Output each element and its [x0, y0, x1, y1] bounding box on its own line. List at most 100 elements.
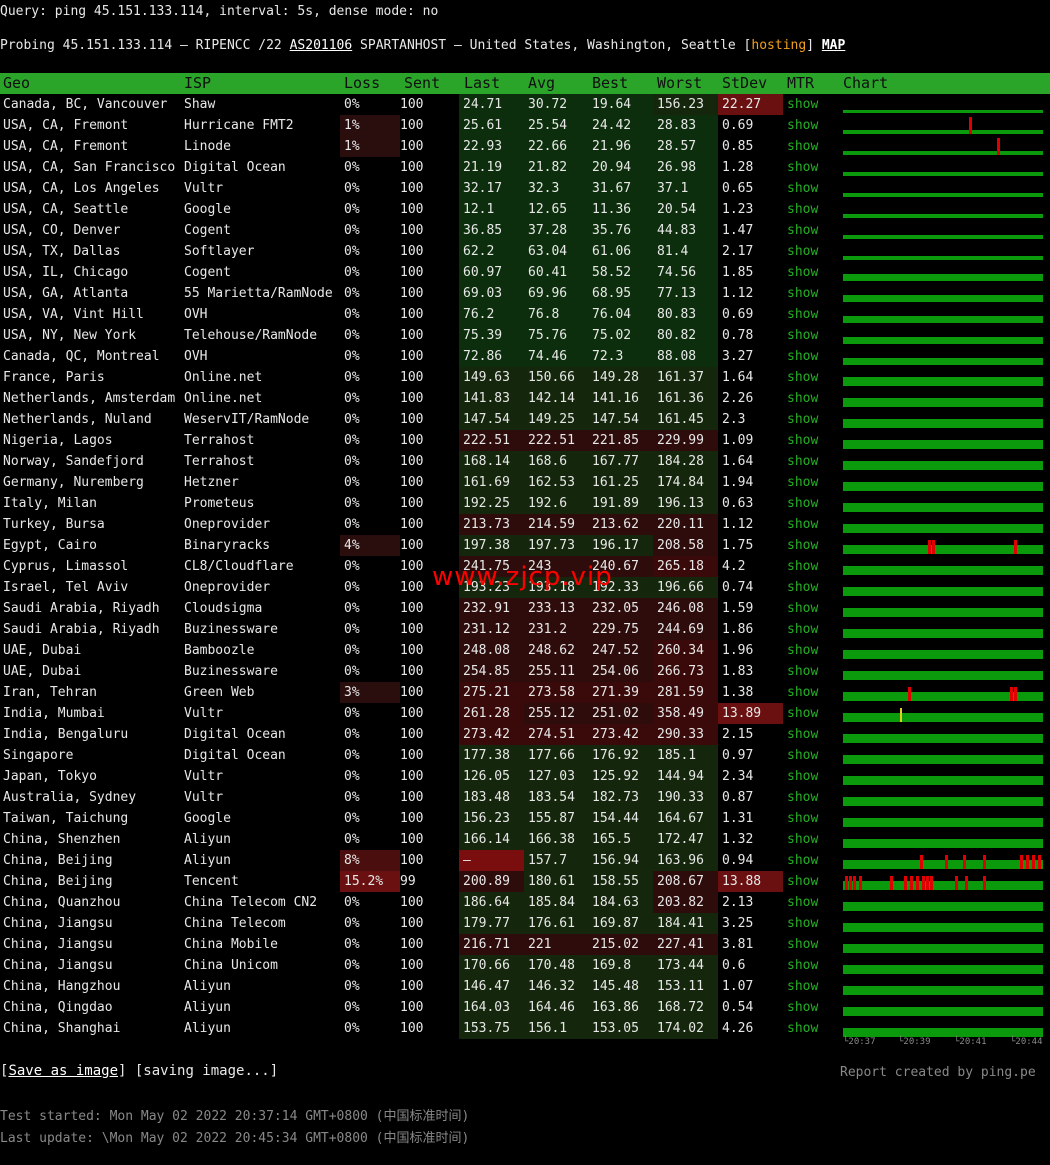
cell-avg: 233.13	[524, 598, 588, 619]
mtr-show-link[interactable]: show	[787, 643, 819, 658]
mtr-show-link[interactable]: show	[787, 97, 819, 112]
latency-chart	[843, 346, 1043, 367]
mtr-show-link[interactable]: show	[787, 517, 819, 532]
cell-stdev: 1.31	[722, 811, 754, 826]
mtr-show-link[interactable]: show	[787, 853, 819, 868]
mtr-show-link[interactable]: show	[787, 433, 819, 448]
cell-geo: China, Jiangsu	[3, 937, 113, 952]
cell-loss: 8%	[340, 850, 400, 871]
mtr-show-link[interactable]: show	[787, 181, 819, 196]
cell-sent: 100	[400, 244, 424, 259]
cell-sent: 100	[400, 139, 424, 154]
cell-geo: France, Paris	[3, 370, 105, 385]
latency-bar	[843, 358, 1043, 365]
cell-worst: 77.13	[653, 283, 718, 304]
table-row: Taiwan, Taichung Google 0% 100 156.23 155.87 1…	[0, 808, 1050, 829]
cell-geo: China, Beijing	[3, 874, 113, 889]
mtr-show-link[interactable]: show	[787, 811, 819, 826]
cell-best: 196.17	[588, 535, 653, 556]
save-as-image-link[interactable]: Save as image	[8, 1063, 119, 1079]
mtr-show-link[interactable]: show	[787, 286, 819, 301]
mtr-show-link[interactable]: show	[787, 307, 819, 322]
mtr-show-link[interactable]: show	[787, 1021, 819, 1036]
mtr-show-link[interactable]: show	[787, 895, 819, 910]
mtr-show-link[interactable]: show	[787, 391, 819, 406]
cell-best: 176.92	[588, 745, 653, 766]
mtr-show-link[interactable]: show	[787, 979, 819, 994]
cell-best: 153.05	[588, 1018, 653, 1039]
mtr-show-link[interactable]: show	[787, 769, 819, 784]
cell-worst: 26.98	[653, 157, 718, 178]
mtr-show-link[interactable]: show	[787, 265, 819, 280]
cell-isp: Binaryracks	[184, 538, 271, 553]
cell-stdev: 0.85	[722, 139, 754, 154]
loss-spike	[1020, 855, 1024, 869]
mtr-show-link[interactable]: show	[787, 580, 819, 595]
cell-worst: 174.02	[653, 1018, 718, 1039]
cell-avg: 177.66	[524, 745, 588, 766]
table-row: China, Beijing Aliyun 8% 100 —157.7 156.94 163…	[0, 850, 1050, 871]
mtr-show-link[interactable]: show	[787, 1000, 819, 1015]
cell-loss: 0%	[344, 328, 360, 343]
mtr-show-link[interactable]: show	[787, 664, 819, 679]
cell-worst: 74.56	[653, 262, 718, 283]
mtr-show-link[interactable]: show	[787, 916, 819, 931]
cell-avg: 12.65	[524, 199, 588, 220]
mtr-show-link[interactable]: show	[787, 118, 819, 133]
mtr-show-link[interactable]: show	[787, 328, 819, 343]
asn-link[interactable]: AS201106	[289, 38, 353, 53]
mtr-show-link[interactable]: show	[787, 349, 819, 364]
latency-bar	[843, 503, 1043, 512]
map-link[interactable]: MAP	[821, 38, 846, 53]
mtr-show-link[interactable]: show	[787, 160, 819, 175]
cell-geo: UAE, Dubai	[3, 664, 82, 679]
cell-isp: Bamboozle	[184, 643, 255, 658]
header-mtr: MTR	[787, 74, 815, 92]
mtr-show-link[interactable]: show	[787, 475, 819, 490]
latency-bar	[843, 524, 1043, 533]
cell-geo: China, Hangzhou	[3, 979, 121, 994]
table-row: India, Mumbai Vultr 0% 100 261.28 255.12 251.0…	[0, 703, 1050, 724]
cell-worst: 196.13	[653, 493, 718, 514]
cell-sent: 100	[400, 181, 424, 196]
mtr-show-link[interactable]: show	[787, 244, 819, 259]
cell-geo: USA, TX, Dallas	[3, 244, 121, 259]
mtr-show-link[interactable]: show	[787, 139, 819, 154]
mtr-show-link[interactable]: show	[787, 958, 819, 973]
cell-stdev: 0.63	[722, 496, 754, 511]
cell-isp: Hurricane FMT2	[184, 118, 294, 133]
mtr-show-link[interactable]: show	[787, 223, 819, 238]
latency-bar	[843, 110, 1043, 113]
cell-sent: 100	[400, 202, 424, 217]
mtr-show-link[interactable]: show	[787, 727, 819, 742]
cell-isp: Digital Ocean	[184, 748, 286, 763]
latency-chart	[843, 220, 1043, 241]
cell-worst: 81.4	[653, 241, 718, 262]
mtr-show-link[interactable]: show	[787, 874, 819, 889]
cell-sent: 100	[400, 391, 424, 406]
loss-spike	[921, 876, 925, 890]
mtr-show-link[interactable]: show	[787, 370, 819, 385]
mtr-show-link[interactable]: show	[787, 412, 819, 427]
mtr-show-link[interactable]: show	[787, 496, 819, 511]
latency-bar	[843, 295, 1043, 302]
cell-loss: 0%	[344, 580, 360, 595]
mtr-show-link[interactable]: show	[787, 706, 819, 721]
mtr-show-link[interactable]: show	[787, 601, 819, 616]
mtr-show-link[interactable]: show	[787, 832, 819, 847]
latency-chart	[843, 913, 1043, 934]
table-row: China, Shanghai Aliyun 0% 100 153.75 156.1 153…	[0, 1018, 1050, 1039]
cell-stdev: 0.69	[722, 307, 754, 322]
mtr-show-link[interactable]: show	[787, 559, 819, 574]
cell-sent: 100	[400, 475, 424, 490]
mtr-show-link[interactable]: show	[787, 685, 819, 700]
mtr-show-link[interactable]: show	[787, 790, 819, 805]
mtr-show-link[interactable]: show	[787, 454, 819, 469]
mtr-show-link[interactable]: show	[787, 937, 819, 952]
mtr-show-link[interactable]: show	[787, 202, 819, 217]
table-row: USA, CA, Fremont Linode 1% 100 22.93 22.66 21.…	[0, 136, 1050, 157]
mtr-show-link[interactable]: show	[787, 748, 819, 763]
mtr-show-link[interactable]: show	[787, 538, 819, 553]
cell-worst: 208.58	[653, 535, 718, 556]
mtr-show-link[interactable]: show	[787, 622, 819, 637]
